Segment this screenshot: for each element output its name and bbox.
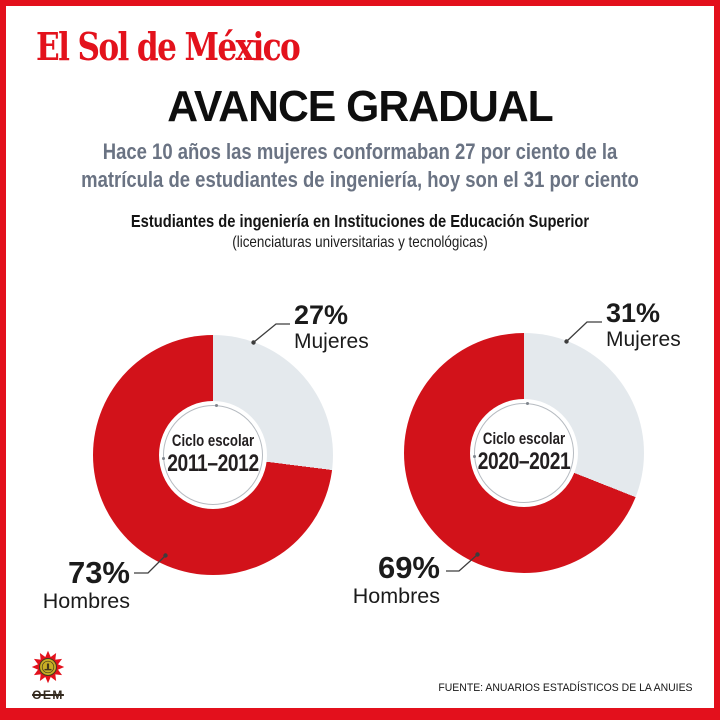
label-mujeres-2020: 31% Mujeres — [606, 300, 681, 352]
mujeres-percent: 27% — [294, 300, 349, 330]
subtitle-line-2: matrícula de estudiantes de ingeniería, … — [81, 167, 639, 193]
center-label-cycle: Ciclo escolar — [171, 432, 255, 451]
oem-logo: OEM — [22, 650, 74, 701]
donut-center-label: Ciclo escolar 2020–2021 — [478, 429, 571, 475]
label-mujeres-2011: 27% Mujeres — [294, 302, 369, 354]
ring-dot — [526, 402, 529, 405]
hombres-name: Hombres — [42, 589, 130, 613]
chart-subheading: (licenciaturas universitarias y tecnológ… — [232, 234, 488, 251]
label-hombres-2011: 73% Hombres — [16, 555, 130, 614]
subtitle-line-1: Hace 10 años las mujeres conformaban 27 … — [102, 139, 618, 164]
hombres-percent: 73% — [67, 555, 130, 590]
center-label-years: 2020–2021 — [477, 448, 571, 476]
ring-dot — [473, 455, 476, 458]
oem-label: OEM — [32, 688, 64, 702]
donut-center-label: Ciclo escolar 2011–2012 — [167, 431, 259, 478]
donut-chart-2020-2021: Ciclo escolar 2020–2021 — [404, 333, 644, 573]
center-label-years: 2011–2012 — [167, 450, 259, 478]
newspaper-logo: El Sol de México — [36, 24, 301, 69]
mujeres-name: Mujeres — [294, 330, 369, 353]
donut-inner-ring — [473, 402, 574, 503]
ring-dot — [215, 404, 218, 407]
mujeres-percent: 31% — [606, 298, 661, 328]
page-title: AVANCE GRADUAL — [167, 82, 554, 131]
ring-dot — [162, 457, 165, 460]
sun-icon — [31, 650, 65, 684]
mujeres-name: Mujeres — [606, 328, 681, 351]
chart-heading: Estudiantes de ingeniería en Institucion… — [130, 211, 590, 231]
hombres-percent: 69% — [377, 550, 440, 585]
subtitle: Hace 10 años las mujeres conformaban 27 … — [58, 138, 663, 194]
donut-inner-ring — [162, 404, 263, 505]
hombres-name: Hombres — [352, 584, 440, 608]
center-label-cycle: Ciclo escolar — [482, 430, 566, 449]
donut-chart-2011-2012: Ciclo escolar 2011–2012 — [93, 335, 333, 575]
source-text: FUENTE: ANUARIOS ESTADÍSTICOS DE LA ANUI… — [438, 682, 693, 694]
label-hombres-2020: 69% Hombres — [328, 550, 440, 609]
